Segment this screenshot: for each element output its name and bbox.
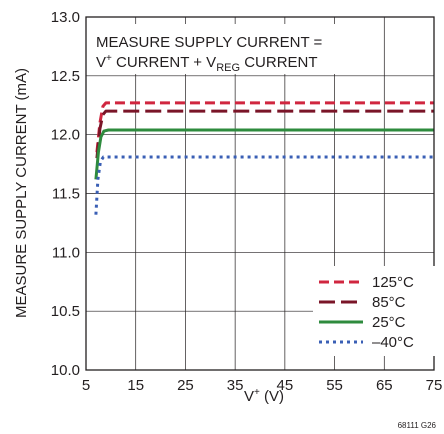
y-axis-label: MEASURE SUPPLY CURRENT (mA) bbox=[13, 68, 30, 318]
annotation-plus-superscript: + bbox=[106, 53, 112, 64]
annotation-mid: CURRENT + V bbox=[112, 54, 216, 71]
grid-lines bbox=[85, 16, 435, 371]
series-group bbox=[94, 101, 434, 215]
legend-label-1: 85°C bbox=[372, 294, 406, 311]
legend-label-3: –40°C bbox=[372, 334, 414, 351]
x-tick-label: 55 bbox=[326, 377, 343, 394]
y-tick-label: 10.5 bbox=[51, 303, 80, 320]
annotation-line-2: V+ CURRENT + VREG CURRENT bbox=[96, 53, 318, 74]
annotation-line-1: MEASURE SUPPLY CURRENT = bbox=[96, 34, 323, 51]
series-line-0 bbox=[95, 101, 434, 153]
annotation-v: V bbox=[96, 54, 106, 71]
annotation-end: CURRENT bbox=[240, 54, 318, 71]
x-tick-label: 35 bbox=[227, 377, 244, 394]
x-tick-label: 75 bbox=[426, 377, 443, 394]
figure-id: 68111 G26 bbox=[398, 421, 437, 430]
legend-label-0: 125°C bbox=[372, 274, 414, 291]
plot-frame bbox=[85, 16, 435, 371]
annotation-reg-subscript: REG bbox=[216, 62, 240, 74]
x-tick-label: 5 bbox=[82, 377, 90, 394]
legend: 125°C 85°C 25°C –40°C bbox=[319, 274, 414, 351]
y-tick-label: 12.5 bbox=[51, 68, 80, 85]
y-tick-labels: 10.0 10.5 11.0 11.5 12.0 12.5 13.0 bbox=[51, 9, 80, 379]
x-axis-label: V+ (V) bbox=[244, 387, 284, 405]
x-tick-label: 15 bbox=[127, 377, 144, 394]
annotation-background bbox=[89, 24, 341, 74]
x-tick-label: 45 bbox=[277, 377, 294, 394]
legend-label-2: 25°C bbox=[372, 314, 406, 331]
x-tick-label: 25 bbox=[177, 377, 194, 394]
series-line-2 bbox=[94, 128, 434, 180]
series-line-3 bbox=[94, 155, 434, 215]
x-tick-label: 65 bbox=[376, 377, 393, 394]
y-tick-label: 12.0 bbox=[51, 127, 80, 144]
y-tick-label: 13.0 bbox=[51, 9, 80, 26]
y-tick-label: 11.5 bbox=[52, 186, 80, 203]
x-tick-labels: 5 15 25 35 45 55 65 75 bbox=[82, 377, 443, 394]
series-line-1 bbox=[95, 109, 434, 159]
y-tick-label: 10.0 bbox=[51, 362, 80, 379]
y-tick-label: 11.0 bbox=[52, 244, 80, 261]
